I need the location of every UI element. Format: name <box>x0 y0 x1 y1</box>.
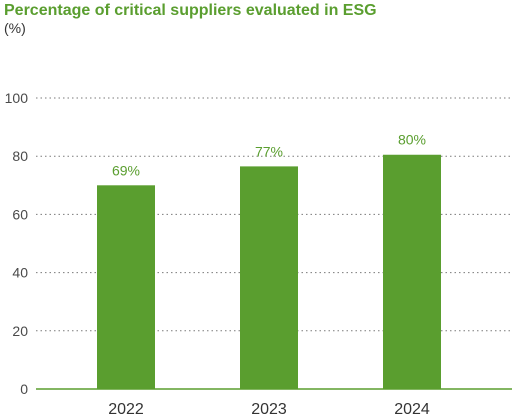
x-tick-label: 2022 <box>108 401 144 418</box>
y-tick-label: 80 <box>12 148 28 164</box>
y-unit-label: (%) <box>4 20 26 36</box>
y-tick-label: 20 <box>12 323 28 339</box>
data-label: 69% <box>112 162 140 178</box>
bars <box>97 154 441 389</box>
x-tick-label: 2024 <box>394 401 430 418</box>
y-tick-label: 40 <box>12 265 28 281</box>
data-label: 80% <box>398 132 426 148</box>
y-tick-label: 100 <box>5 90 29 106</box>
data-label: 77% <box>255 143 283 159</box>
y-tick-label: 60 <box>12 206 28 222</box>
x-tick-label: 2023 <box>251 401 287 418</box>
y-tick-label: 0 <box>20 381 28 397</box>
bar-2023 <box>240 166 298 389</box>
data-labels: 69% 77% 80% <box>112 132 426 179</box>
x-tick-labels: 2022 2023 2024 <box>108 401 430 418</box>
bar-2024 <box>383 154 441 389</box>
y-tick-labels: 0 20 40 60 80 100 <box>5 90 29 397</box>
chart-title: Percentage of critical suppliers evaluat… <box>4 2 377 19</box>
bar-2022 <box>97 185 155 389</box>
